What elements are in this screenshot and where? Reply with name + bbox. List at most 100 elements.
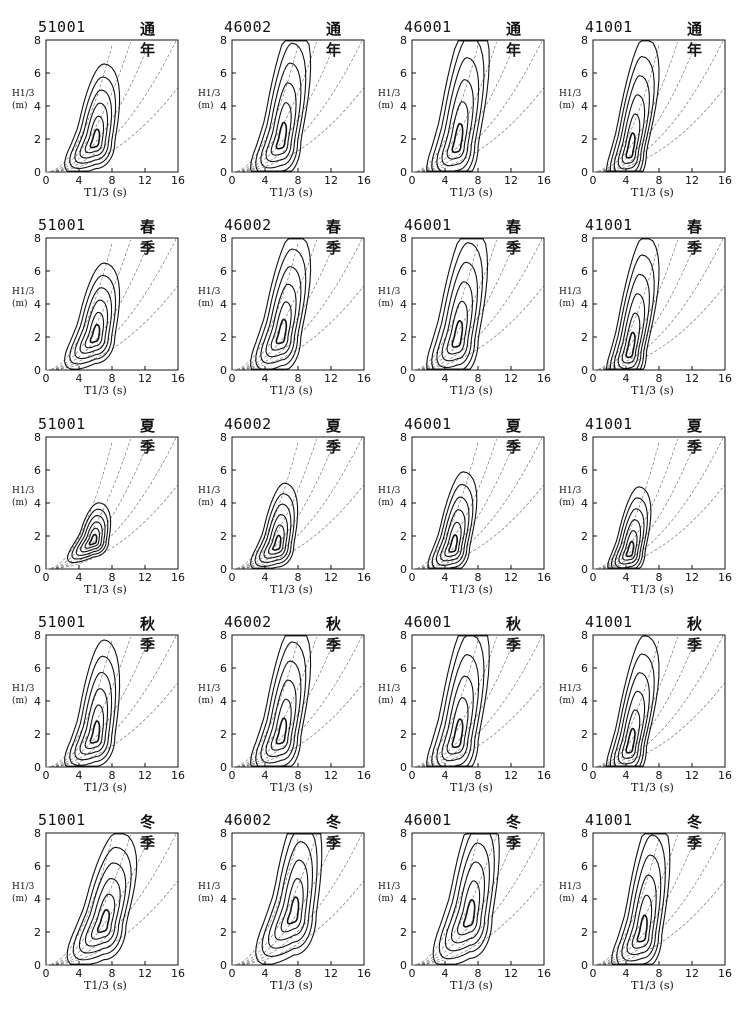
steepness-curve bbox=[45, 640, 113, 768]
x-tick-label: 8 bbox=[295, 372, 302, 385]
contour-plot: 0 4 8 12 16 0 2 4 6 8 bbox=[34, 827, 185, 980]
panel-station-label: 51001 bbox=[38, 415, 86, 433]
y-tick-label: 8 bbox=[34, 827, 41, 840]
y-tick-label: 6 bbox=[220, 265, 227, 278]
y-tick-label: 2 bbox=[400, 133, 407, 146]
steepness-curve bbox=[231, 40, 363, 173]
x-tick-label: 8 bbox=[295, 967, 302, 980]
panel-season-label: 夏季 bbox=[140, 417, 156, 456]
contour-line bbox=[436, 261, 479, 369]
contour-line bbox=[607, 486, 652, 569]
x-tick-label: 16 bbox=[718, 967, 732, 980]
x-tick-label: 16 bbox=[357, 174, 371, 187]
contour-line bbox=[625, 132, 636, 159]
steepness-curve bbox=[231, 682, 365, 768]
y-tick-label: 8 bbox=[581, 34, 588, 47]
contour-line bbox=[275, 121, 288, 150]
y-tick-label: 4 bbox=[400, 497, 407, 510]
contour-line bbox=[446, 300, 468, 355]
contour-line bbox=[451, 319, 464, 348]
contour-line bbox=[616, 834, 666, 965]
x-tick-label: 0 bbox=[409, 571, 416, 584]
x-tick-label: 16 bbox=[537, 174, 551, 187]
x-tick-label: 0 bbox=[590, 769, 597, 782]
contour-line bbox=[631, 894, 653, 949]
contour-line bbox=[446, 697, 469, 755]
contour-line bbox=[259, 503, 292, 563]
x-tick-label: 12 bbox=[685, 571, 699, 584]
x-axis-label: T1/3 (s) bbox=[450, 186, 493, 199]
plot-frame bbox=[592, 832, 726, 966]
x-tick-label: 4 bbox=[76, 769, 83, 782]
contour-plot: 0 4 8 12 16 0 2 4 6 8 bbox=[400, 827, 551, 980]
y-tick-label: 2 bbox=[34, 728, 41, 741]
contour-line bbox=[267, 524, 285, 555]
contour-line bbox=[457, 880, 481, 936]
x-tick-label: 12 bbox=[685, 769, 699, 782]
x-tick-label: 16 bbox=[171, 769, 185, 782]
y-tick-label: 0 bbox=[220, 761, 227, 774]
plot-frame bbox=[45, 39, 179, 173]
contour-plot: 0 4 8 12 16 0 2 4 6 8 bbox=[220, 827, 371, 980]
panel-season-label: 通年 bbox=[687, 20, 703, 59]
y-axis-label: H1/3 (m) bbox=[12, 89, 35, 111]
x-axis-label: T1/3 (s) bbox=[631, 384, 674, 397]
x-tick-label: 0 bbox=[43, 174, 50, 187]
panel-station-label: 46002 bbox=[224, 18, 272, 36]
contour-line bbox=[72, 846, 132, 961]
x-axis-label: T1/3 (s) bbox=[450, 384, 493, 397]
contour-line bbox=[427, 471, 478, 569]
contour-line bbox=[69, 274, 117, 365]
y-tick-label: 0 bbox=[400, 364, 407, 377]
contour-line bbox=[286, 896, 300, 925]
y-tick-label: 6 bbox=[34, 464, 41, 477]
x-axis-label: T1/3 (s) bbox=[270, 384, 313, 397]
contour-line bbox=[79, 688, 109, 755]
x-tick-label: 16 bbox=[171, 967, 185, 980]
x-tick-label: 8 bbox=[475, 372, 482, 385]
y-tick-label: 4 bbox=[220, 893, 227, 906]
y-tick-label: 8 bbox=[581, 232, 588, 245]
contour-line bbox=[260, 660, 302, 764]
y-tick-label: 8 bbox=[581, 629, 588, 642]
y-tick-label: 4 bbox=[400, 100, 407, 113]
steepness-curve bbox=[411, 484, 545, 570]
panel-station-label: 41001 bbox=[585, 811, 633, 829]
contour-line bbox=[618, 519, 642, 565]
steepness-curve bbox=[231, 640, 299, 768]
contour-line bbox=[272, 534, 282, 551]
y-tick-label: 6 bbox=[581, 265, 588, 278]
y-tick-label: 0 bbox=[581, 563, 588, 576]
x-tick-label: 12 bbox=[138, 372, 152, 385]
x-tick-label: 12 bbox=[324, 967, 338, 980]
y-tick-label: 8 bbox=[220, 34, 227, 47]
x-tick-label: 8 bbox=[475, 571, 482, 584]
contour-line bbox=[66, 502, 112, 564]
panel-station-label: 51001 bbox=[38, 811, 86, 829]
y-tick-label: 0 bbox=[220, 563, 227, 576]
y-tick-label: 0 bbox=[581, 761, 588, 774]
plot-frame bbox=[411, 237, 545, 371]
x-tick-label: 16 bbox=[357, 967, 371, 980]
x-tick-label: 12 bbox=[324, 769, 338, 782]
contour-line bbox=[435, 496, 470, 566]
contour-line bbox=[426, 40, 490, 172]
plot-frame bbox=[231, 237, 365, 371]
contour-line bbox=[626, 874, 657, 956]
steepness-curve bbox=[231, 240, 336, 371]
steepness-curve bbox=[231, 87, 365, 173]
y-tick-label: 8 bbox=[34, 34, 41, 47]
y-tick-label: 6 bbox=[581, 662, 588, 675]
x-tick-label: 8 bbox=[295, 571, 302, 584]
x-tick-label: 4 bbox=[76, 571, 83, 584]
x-tick-label: 4 bbox=[623, 571, 630, 584]
y-tick-label: 0 bbox=[34, 166, 41, 179]
steepness-curve bbox=[231, 239, 317, 371]
y-tick-label: 6 bbox=[400, 265, 407, 278]
steepness-curve bbox=[592, 484, 726, 570]
panel-station-label: 41001 bbox=[585, 415, 633, 433]
contour-line bbox=[267, 841, 314, 949]
steepness-curve bbox=[592, 437, 724, 570]
y-tick-label: 6 bbox=[400, 662, 407, 675]
y-tick-label: 4 bbox=[400, 298, 407, 311]
